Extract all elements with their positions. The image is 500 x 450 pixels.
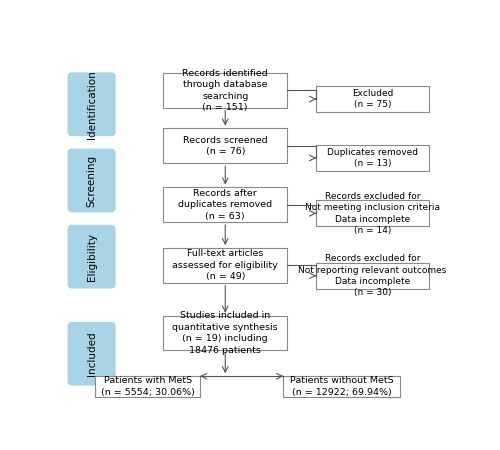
- FancyBboxPatch shape: [316, 200, 428, 226]
- FancyBboxPatch shape: [284, 376, 400, 397]
- FancyBboxPatch shape: [68, 225, 116, 288]
- Text: Included: Included: [86, 331, 97, 376]
- Text: Studies included in
quantitative synthesis
(n = 19) including
18476 patients: Studies included in quantitative synthes…: [172, 311, 278, 355]
- FancyBboxPatch shape: [316, 263, 428, 289]
- Text: Duplicates removed
(n = 13): Duplicates removed (n = 13): [327, 148, 418, 168]
- FancyBboxPatch shape: [316, 145, 428, 171]
- Text: Excluded
(n = 75): Excluded (n = 75): [352, 89, 393, 109]
- Text: Screening: Screening: [86, 154, 97, 207]
- FancyBboxPatch shape: [96, 376, 200, 397]
- FancyBboxPatch shape: [163, 248, 287, 283]
- Text: Full-text articles
assessed for eligibility
(n = 49): Full-text articles assessed for eligibil…: [172, 249, 278, 281]
- FancyBboxPatch shape: [163, 315, 287, 350]
- Text: Eligibility: Eligibility: [86, 233, 97, 281]
- FancyBboxPatch shape: [68, 322, 116, 386]
- FancyBboxPatch shape: [163, 73, 287, 108]
- Text: Records excluded for
Not meeting inclusion criteria
Data incomplete
(n = 14): Records excluded for Not meeting inclusi…: [305, 192, 440, 235]
- FancyBboxPatch shape: [163, 187, 287, 222]
- Text: Records screened
(n = 76): Records screened (n = 76): [183, 135, 268, 156]
- FancyBboxPatch shape: [68, 148, 116, 212]
- Text: Records excluded for
Not reporting relevant outcomes
Data incomplete
(n = 30): Records excluded for Not reporting relev…: [298, 254, 446, 297]
- Text: Identification: Identification: [86, 70, 97, 139]
- FancyBboxPatch shape: [316, 86, 428, 112]
- FancyBboxPatch shape: [163, 129, 287, 163]
- Text: Records identified
through database
searching
(n = 151): Records identified through database sear…: [182, 69, 268, 112]
- FancyBboxPatch shape: [68, 72, 116, 136]
- Text: Records after
duplicates removed
(n = 63): Records after duplicates removed (n = 63…: [178, 189, 272, 220]
- Text: Patients without MetS
(n = 12922; 69.94%): Patients without MetS (n = 12922; 69.94%…: [290, 376, 394, 397]
- Text: Patients with MetS
(n = 5554; 30.06%): Patients with MetS (n = 5554; 30.06%): [101, 376, 194, 397]
